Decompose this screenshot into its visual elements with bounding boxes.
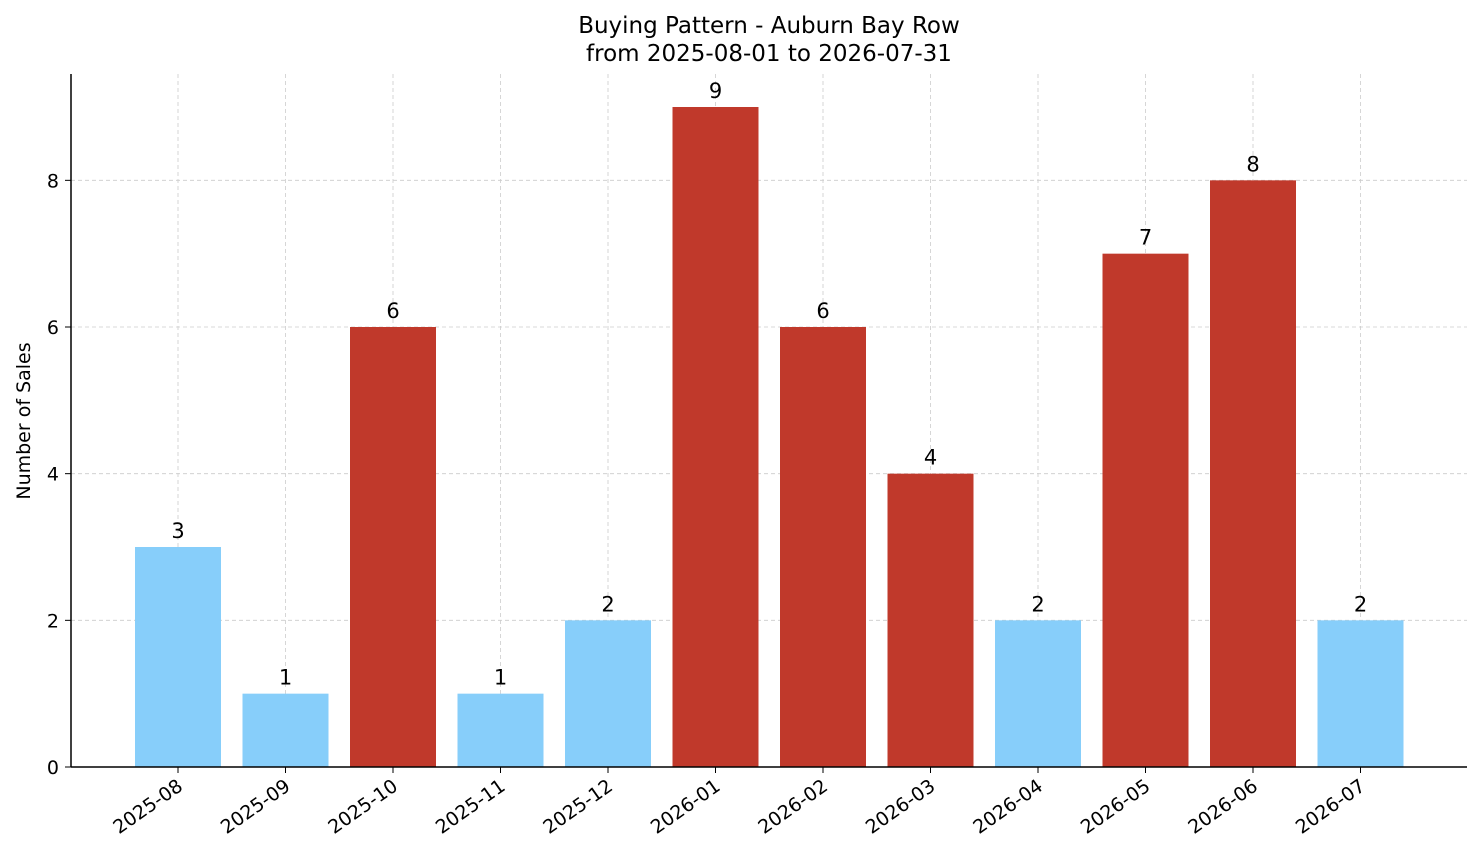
y-tick-label-0: 0 <box>47 757 59 779</box>
bar-2026-02 <box>780 327 866 767</box>
bar-value-label-2026-07: 2 <box>1354 592 1367 616</box>
x-tick-label-2025-12: 2025-12 <box>539 775 617 839</box>
bar-2026-01 <box>672 107 759 767</box>
chart-title-line-2: from 2025-08-01 to 2026-07-31 <box>586 41 952 67</box>
bar-value-label-2026-02: 6 <box>816 299 829 323</box>
x-tick-label-2026-05: 2026-05 <box>1077 775 1155 839</box>
y-tick-label-1: 2 <box>47 610 59 632</box>
bar-value-label-2026-03: 4 <box>924 446 937 470</box>
bar-value-label-2025-08: 3 <box>171 519 184 543</box>
bar-2025-08 <box>135 547 221 767</box>
bar-2026-03 <box>887 473 974 767</box>
bar-value-label-2026-06: 8 <box>1246 152 1259 176</box>
x-tick-label-2025-09: 2025-09 <box>217 775 295 839</box>
chart-title-line-1: Buying Pattern - Auburn Bay Row <box>578 13 960 39</box>
bar-2026-05 <box>1102 253 1189 767</box>
bar-2025-09 <box>242 693 329 767</box>
bar-2025-12 <box>565 620 651 767</box>
x-tick-label-2026-03: 2026-03 <box>862 775 940 839</box>
bar-value-label-2026-05: 7 <box>1139 226 1152 250</box>
x-tick-label-2026-02: 2026-02 <box>754 775 832 839</box>
x-tick-label-2026-01: 2026-01 <box>647 775 725 839</box>
bar-value-label-2025-09: 1 <box>279 666 292 690</box>
bar-value-label-2025-12: 2 <box>601 592 614 616</box>
bar-2025-11 <box>457 693 544 767</box>
bar-value-label-2025-10: 6 <box>386 299 399 323</box>
bar-value-label-2026-04: 2 <box>1031 592 1044 616</box>
bars <box>135 107 1404 768</box>
axes <box>65 74 1467 773</box>
y-axis-label: Number of Sales <box>13 342 35 499</box>
y-tick-label-2: 4 <box>47 464 59 486</box>
y-tick-label-4: 8 <box>47 170 59 192</box>
bar-value-label-2026-01: 9 <box>709 79 722 103</box>
x-tick-label-2025-10: 2025-10 <box>324 775 402 839</box>
x-tick-label-2026-06: 2026-06 <box>1184 775 1262 839</box>
x-tick-label-2026-07: 2026-07 <box>1292 775 1370 839</box>
bar-2026-04 <box>995 620 1081 767</box>
bar-value-label-2025-11: 1 <box>494 666 507 690</box>
y-tick-label-3: 6 <box>47 317 59 339</box>
x-tick-label-2026-04: 2026-04 <box>969 775 1047 839</box>
bar-2026-07 <box>1317 620 1404 767</box>
x-tick-label-2025-11: 2025-11 <box>432 775 510 839</box>
bar-2025-10 <box>350 327 436 767</box>
bar-2026-06 <box>1210 180 1296 768</box>
x-tick-label-2025-08: 2025-08 <box>109 775 187 839</box>
